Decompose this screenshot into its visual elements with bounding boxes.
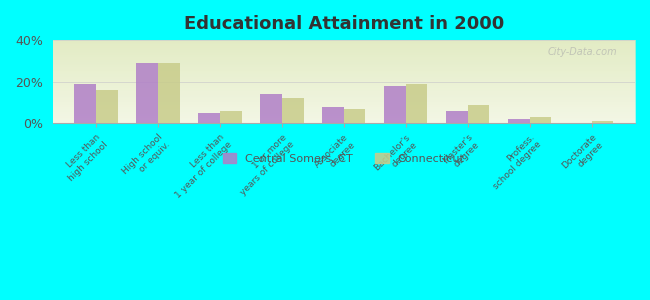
Bar [344,109,365,123]
Bar [74,84,96,123]
Bar [198,113,220,123]
Bar [406,84,428,123]
Bar [592,121,614,123]
Bar [136,63,158,123]
Bar [468,105,489,123]
Title: Educational Attainment in 2000: Educational Attainment in 2000 [184,15,504,33]
Bar [384,86,406,123]
Text: City-Data.com: City-Data.com [548,47,617,57]
Legend: Central Somers, CT, Connecticut: Central Somers, CT, Connecticut [218,148,470,169]
Bar [282,98,304,123]
Bar [530,117,551,123]
Bar [220,111,242,123]
Bar [260,94,282,123]
Bar [96,90,118,123]
Bar [446,111,468,123]
Bar [508,119,530,123]
Bar [158,63,179,123]
Bar [322,107,344,123]
